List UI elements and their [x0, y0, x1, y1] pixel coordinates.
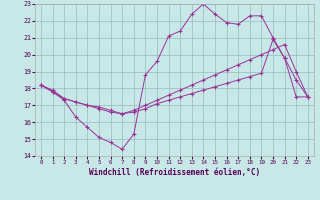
X-axis label: Windchill (Refroidissement éolien,°C): Windchill (Refroidissement éolien,°C)	[89, 168, 260, 177]
